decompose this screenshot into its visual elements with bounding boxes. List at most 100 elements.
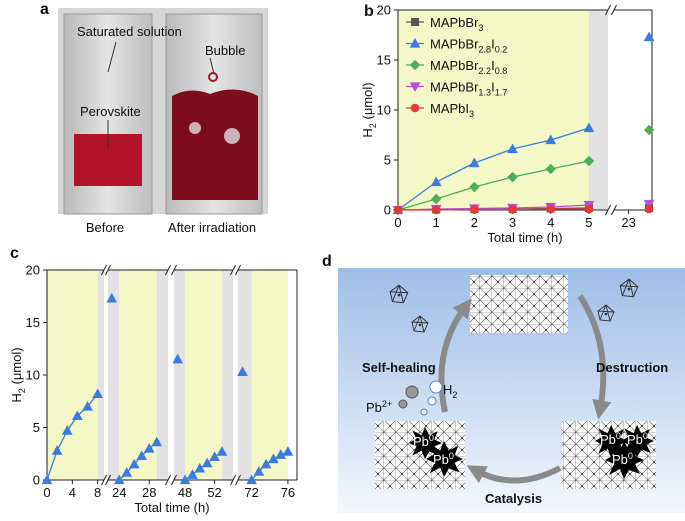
axis-break <box>235 264 241 276</box>
marker <box>409 59 421 71</box>
break-band <box>588 10 608 210</box>
marker <box>194 462 206 473</box>
break-band <box>174 270 186 480</box>
arrow <box>466 465 562 484</box>
y-tick-label: 10 <box>377 103 391 118</box>
marker <box>583 122 595 133</box>
marker <box>82 400 93 411</box>
x-tick-label: 28 <box>142 485 156 500</box>
marker <box>546 204 556 214</box>
marker <box>545 134 557 145</box>
h2-bubble <box>427 396 437 406</box>
axis-break <box>165 474 171 486</box>
marker <box>143 442 155 453</box>
marker <box>644 204 654 214</box>
x-tick-label: 52 <box>207 485 221 500</box>
photo-label: Bubble <box>205 43 245 58</box>
marker <box>209 451 220 461</box>
y-axis-label: H2 (μmol) <box>9 347 27 402</box>
plot-highlight <box>251 270 288 480</box>
marker <box>282 446 294 456</box>
y-tick-label: 5 <box>384 153 391 168</box>
marker <box>508 205 517 214</box>
marker <box>260 458 272 469</box>
y-tick-label: 20 <box>377 3 391 18</box>
y-tick-label: 5 <box>33 420 40 435</box>
marker <box>179 474 191 485</box>
marker <box>469 157 480 168</box>
panel-label: a <box>40 1 49 18</box>
y-tick-label: 20 <box>26 263 40 278</box>
plot-highlight <box>185 270 222 480</box>
panel-label: d <box>322 253 332 270</box>
axis-break <box>605 4 611 16</box>
axis-break <box>235 474 241 486</box>
marker <box>583 155 595 167</box>
photo-caption: After irradiation <box>168 220 256 235</box>
h2-label: H2 <box>443 382 457 400</box>
photo-panel: Saturated solution Perovskite Bubble Bef… <box>58 8 268 235</box>
pb0-label: Pb0 <box>627 431 648 447</box>
x-tick-label: 1 <box>433 215 440 230</box>
marker <box>409 37 421 48</box>
y-tick-label: 15 <box>26 315 40 330</box>
h2-bubble <box>420 408 428 416</box>
legend-label: MAPbBr2.8I0.2 <box>430 37 507 55</box>
axis-break <box>230 474 236 486</box>
photo-label: Perovskite <box>80 104 141 119</box>
marker <box>507 143 518 154</box>
arrow <box>438 298 472 413</box>
x-tick-label: 5 <box>585 215 592 230</box>
marker <box>92 388 104 398</box>
axis-break <box>611 4 617 16</box>
plot-highlight <box>398 10 589 210</box>
pb0-label: Pb0 <box>612 451 633 467</box>
marker <box>128 458 140 469</box>
marker <box>643 124 655 136</box>
axis-break <box>611 204 617 216</box>
pb0-label: Pb0 <box>433 451 454 467</box>
marker <box>430 193 442 205</box>
marker <box>431 205 441 215</box>
axis-break <box>105 264 111 276</box>
axis-break <box>101 264 107 276</box>
panel-label: c <box>10 245 19 262</box>
plot-highlight <box>119 270 157 480</box>
marker <box>151 436 163 447</box>
marker <box>237 366 248 376</box>
legend-label: MAPbI3 <box>430 101 474 119</box>
marker <box>393 205 403 215</box>
marker <box>246 474 257 485</box>
pointer <box>107 41 117 73</box>
marker <box>61 425 73 435</box>
ion <box>398 399 408 409</box>
marker <box>51 445 63 455</box>
x-axis-label: Total time (h) <box>134 500 209 515</box>
y-tick-label: 10 <box>26 368 40 383</box>
x-tick-label: 8 <box>94 485 101 500</box>
pb0-label: Pb0 <box>413 433 434 449</box>
marker <box>275 449 287 459</box>
x-tick-label: 24 <box>112 485 126 500</box>
marker <box>172 353 184 364</box>
bubble <box>189 122 201 134</box>
axis-break <box>101 474 107 486</box>
marker <box>106 292 118 303</box>
y-axis-label: H2 (μmol) <box>360 82 378 137</box>
marker <box>121 467 133 477</box>
lattice-intact <box>470 275 568 333</box>
axis-break <box>171 264 177 276</box>
break-band <box>108 270 120 480</box>
x-tick-label: 72 <box>244 485 258 500</box>
marker <box>545 163 556 175</box>
marker <box>187 469 198 479</box>
legend-label: MAPbBr3 <box>430 15 483 33</box>
y-tick-label: 0 <box>384 203 391 218</box>
step-label: Destruction <box>596 360 668 375</box>
marker <box>411 18 419 26</box>
x-tick-label: 48 <box>178 485 192 500</box>
axis-break <box>105 474 111 486</box>
x-tick-label: 0 <box>394 215 401 230</box>
pointer <box>209 57 215 75</box>
